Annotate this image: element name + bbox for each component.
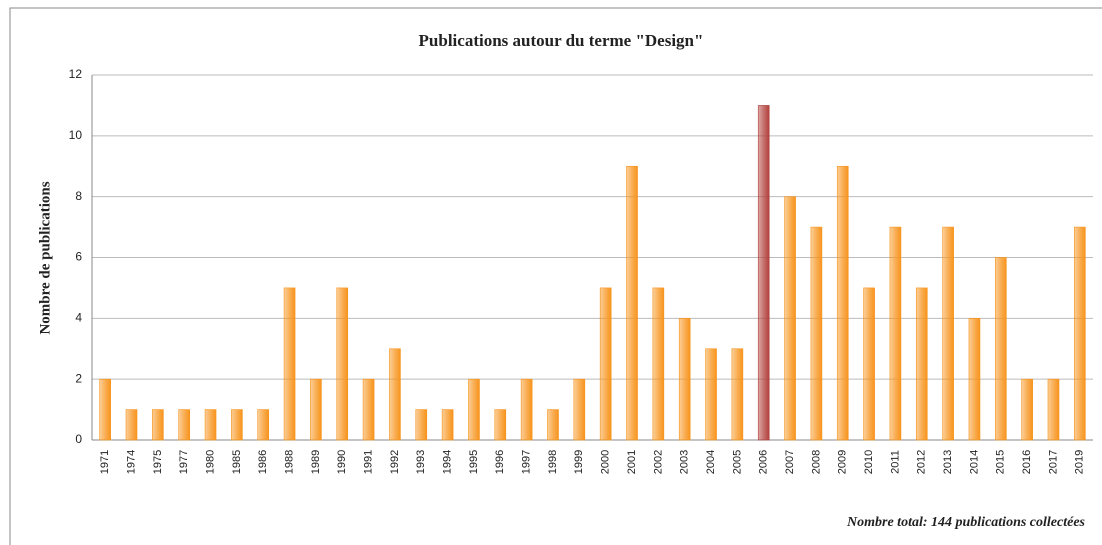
bar — [968, 318, 981, 441]
bar — [889, 226, 902, 441]
y-tick-label: 8 — [75, 189, 82, 203]
bar — [915, 287, 928, 441]
x-tick-label: 2008 — [810, 450, 822, 474]
x-tick-label: 1988 — [283, 450, 295, 474]
bar — [441, 409, 454, 441]
chart-title: Publications autour du terme "Design" — [419, 31, 704, 50]
chart-frame — [9, 7, 1102, 545]
bar — [547, 409, 559, 441]
x-tick-label: 1992 — [389, 450, 401, 474]
bar — [1021, 378, 1033, 441]
bar — [99, 378, 111, 441]
x-tick-label: 1995 — [468, 450, 480, 474]
y-tick-label: 6 — [75, 250, 82, 264]
bar — [520, 378, 533, 441]
bar — [310, 378, 322, 441]
bar — [178, 409, 190, 441]
x-tick-label: 2004 — [705, 450, 717, 474]
y-tick-label: 10 — [69, 128, 83, 142]
y-tick-label: 0 — [75, 432, 82, 446]
x-tick-label: 2010 — [863, 450, 875, 474]
bar — [652, 287, 665, 441]
bar — [125, 409, 138, 441]
y-tick-label: 2 — [75, 371, 82, 385]
x-tick-label: 1971 — [99, 450, 111, 474]
bar — [678, 318, 691, 441]
x-tick-label: 1977 — [178, 450, 190, 474]
bar — [415, 409, 428, 441]
x-tick-label: 1996 — [494, 450, 506, 474]
x-tick-label: 2016 — [1021, 450, 1033, 474]
bar — [942, 226, 954, 441]
bar — [1074, 226, 1086, 441]
x-tick-label: 2000 — [600, 450, 612, 474]
bar — [731, 348, 744, 441]
bar — [257, 409, 270, 441]
x-tick-label: 2006 — [758, 450, 770, 474]
bar — [810, 226, 823, 441]
x-tick-label: 2015 — [995, 450, 1007, 474]
bar — [599, 287, 612, 441]
bar — [468, 378, 480, 441]
x-tick-label: 2003 — [679, 450, 691, 474]
x-tick-label: 1986 — [257, 450, 269, 474]
x-tick-label: 1990 — [336, 450, 348, 474]
x-tick-label: 2011 — [889, 450, 901, 474]
y-tick-label: 4 — [75, 311, 82, 325]
x-tick-label: 1980 — [204, 450, 216, 474]
bar — [757, 105, 770, 441]
x-tick-label: 2017 — [1047, 450, 1059, 474]
bar — [995, 257, 1007, 441]
bar — [705, 348, 717, 441]
x-tick-label: 2019 — [1074, 450, 1086, 474]
x-tick-label: 1991 — [362, 450, 374, 474]
x-tick-label: 1974 — [125, 450, 137, 474]
x-tick-label: 2014 — [968, 450, 980, 474]
x-tick-label: 2009 — [837, 450, 849, 474]
bar — [626, 165, 638, 441]
bar — [336, 287, 349, 441]
bar — [362, 378, 375, 441]
bar — [389, 348, 401, 441]
bar — [863, 287, 875, 441]
x-tick-label: 2013 — [942, 450, 954, 474]
bar — [494, 409, 507, 441]
x-tick-label: 2001 — [626, 450, 638, 474]
bar — [1047, 378, 1060, 441]
x-tick-label: 2007 — [784, 450, 796, 474]
y-axis-label: Nombre de publications — [37, 181, 53, 334]
x-tick-label: 1997 — [521, 450, 533, 474]
x-tick-label: 1993 — [415, 450, 427, 474]
x-tick-label: 1989 — [310, 450, 322, 474]
x-tick-label: 1998 — [547, 450, 559, 474]
bar — [573, 378, 586, 441]
x-tick-label: 2002 — [652, 450, 664, 474]
x-tick-label: 1975 — [152, 450, 164, 474]
bar — [836, 165, 849, 441]
footnote: Nombre total: 144 publications collectée… — [846, 515, 1086, 530]
x-tick-label: 1999 — [573, 450, 585, 474]
x-tick-label: 2012 — [916, 450, 928, 474]
x-tick-label: 1985 — [231, 450, 243, 474]
y-tick-label: 12 — [69, 67, 83, 81]
bar — [231, 409, 243, 441]
bar — [204, 409, 217, 441]
bar — [784, 196, 796, 441]
x-tick-label: 1994 — [442, 450, 454, 474]
bar — [283, 287, 296, 441]
bar — [152, 409, 164, 441]
x-tick-label: 2005 — [731, 450, 743, 474]
